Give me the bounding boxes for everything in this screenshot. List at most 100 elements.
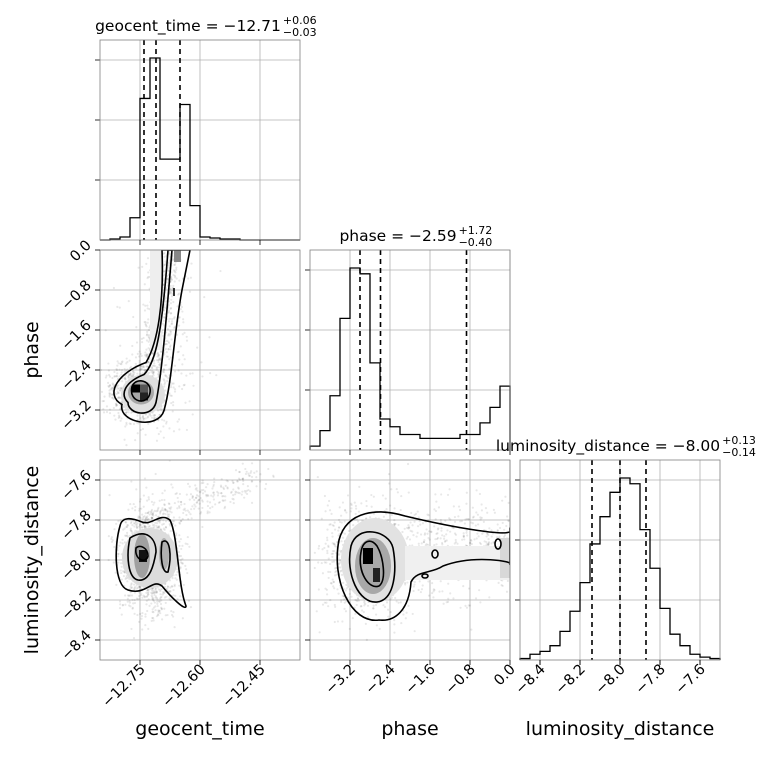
scatter-point [206, 500, 209, 503]
scatter-point [169, 598, 172, 601]
scatter-point [462, 535, 465, 539]
scatter-point [182, 583, 185, 587]
scatter-point [173, 585, 176, 588]
scatter-point [168, 392, 171, 395]
scatter-point [174, 524, 177, 527]
scatter-point [385, 508, 388, 511]
scatter-point [130, 530, 134, 533]
scatter-point [131, 523, 134, 527]
scatter-point [162, 527, 165, 530]
scatter-point [112, 561, 115, 564]
scatter-point [169, 287, 172, 290]
scatter-point [191, 495, 194, 498]
scatter-point [132, 422, 136, 426]
scatter-point [163, 528, 166, 531]
scatter-point [129, 527, 132, 530]
scatter-point [168, 597, 171, 600]
scatter-point [231, 497, 234, 500]
scatter-point [430, 530, 433, 534]
scatter-point [125, 410, 128, 414]
scatter-point [163, 242, 165, 244]
scatter-point [136, 418, 140, 421]
scatter-point [166, 509, 169, 512]
scatter-point [179, 558, 182, 562]
histogram-step-line [309, 267, 511, 450]
scatter-point [445, 539, 448, 542]
scatter-point [158, 521, 161, 524]
scatter-point [341, 594, 344, 597]
scatter-point [141, 365, 145, 369]
scatter-point [163, 385, 166, 388]
scatter-point [317, 588, 320, 591]
scatter-point [382, 604, 385, 607]
scatter-point [382, 515, 386, 518]
scatter-point [332, 524, 335, 527]
scatter-point [434, 493, 437, 496]
scatter-point [484, 507, 488, 510]
scatter-point [345, 587, 348, 590]
scatter-point [193, 503, 196, 506]
scatter-point [136, 598, 139, 601]
scatter-point [226, 486, 229, 489]
scatter-point [130, 375, 133, 378]
scatter-point [365, 638, 368, 641]
scatter-point [109, 392, 112, 395]
scatter-point [105, 374, 108, 377]
scatter-point [390, 513, 393, 516]
scatter-point [474, 524, 477, 527]
scatter-point [168, 524, 172, 527]
scatter-point [338, 559, 342, 562]
scatter-point [406, 535, 409, 539]
scatter-point [157, 611, 160, 614]
scatter-point [354, 598, 357, 602]
scatter-point [172, 455, 174, 457]
scatter-point [343, 520, 346, 523]
scatter-point [152, 371, 156, 374]
scatter-point [188, 400, 191, 403]
scatter-point [175, 532, 178, 535]
scatter-point [139, 365, 142, 368]
scatter-point [333, 574, 337, 577]
scatter-point [372, 512, 376, 515]
scatter-point [170, 322, 174, 325]
scatter-point [263, 457, 265, 459]
scatter-point [427, 594, 431, 597]
scatter-point [244, 467, 247, 471]
scatter-point [123, 406, 126, 409]
scatter-point [137, 585, 141, 588]
scatter-point [331, 552, 335, 555]
scatter-point [191, 495, 194, 498]
scatter-point [170, 278, 173, 281]
scatter-point [176, 568, 179, 571]
scatter-point [313, 551, 316, 554]
scatter-point [168, 513, 171, 516]
scatter-point [110, 537, 113, 541]
scatter-point [326, 504, 329, 507]
y-tick-label: −2.4 [59, 358, 95, 394]
scatter-point [119, 362, 122, 366]
scatter-point [105, 410, 109, 414]
scatter-point [180, 305, 184, 309]
scatter-point [332, 585, 335, 588]
scatter-point [162, 425, 165, 428]
scatter-point [335, 573, 338, 576]
scatter-point [163, 263, 166, 266]
scatter-point [469, 541, 472, 544]
scatter-point [460, 520, 463, 523]
scatter-point [169, 312, 172, 315]
scatter-point [138, 591, 141, 594]
scatter-point [147, 415, 150, 418]
scatter-point [115, 375, 118, 378]
scatter-point [154, 587, 157, 590]
scatter-point [125, 421, 128, 424]
scatter-point [189, 372, 192, 375]
scatter-point [332, 560, 336, 563]
scatter-point [364, 517, 368, 520]
scatter-point [144, 518, 147, 521]
scatter-point [160, 407, 163, 410]
scatter-point [170, 338, 173, 341]
scatter-point [327, 576, 330, 580]
scatter-point [160, 607, 163, 610]
scatter-point [462, 532, 465, 535]
scatter-point [447, 597, 450, 600]
